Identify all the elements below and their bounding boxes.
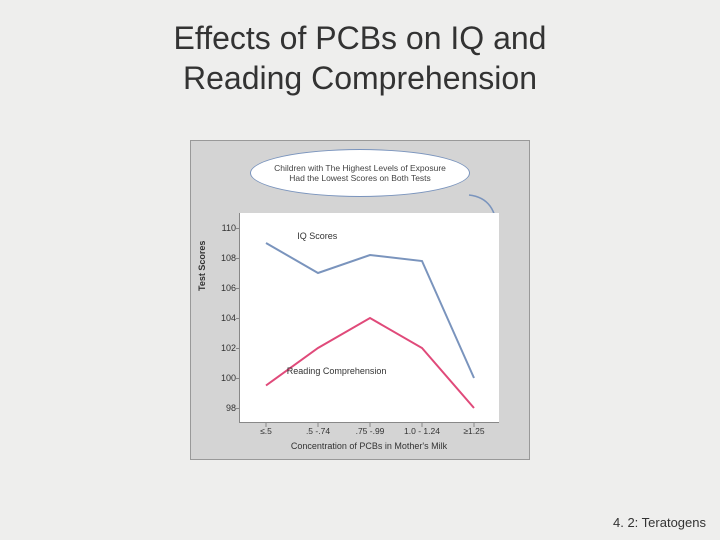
callout-bubble: Children with The Highest Levels of Expo… xyxy=(250,149,470,197)
x-tick-mark xyxy=(422,423,423,427)
footer-text: 4. 2: Teratogens xyxy=(613,515,706,530)
chart-container: Children with The Highest Levels of Expo… xyxy=(190,140,530,460)
y-tick-mark xyxy=(236,348,240,349)
y-tick-mark xyxy=(236,258,240,259)
x-tick-mark xyxy=(266,423,267,427)
x-axis-label: Concentration of PCBs in Mother's Milk xyxy=(239,441,499,451)
title-line-1: Effects of PCBs on IQ and xyxy=(174,20,547,56)
y-tick-mark xyxy=(236,318,240,319)
y-tick-mark xyxy=(236,378,240,379)
y-axis-label: Test Scores xyxy=(197,241,207,291)
series-line-iq-scores xyxy=(266,243,474,378)
callout-text: Children with The Highest Levels of Expo… xyxy=(269,163,451,183)
y-tick-mark xyxy=(236,228,240,229)
series-line-reading-comprehension xyxy=(266,318,474,408)
slide-title: Effects of PCBs on IQ and Reading Compre… xyxy=(0,0,720,98)
series-label-reading-comprehension: Reading Comprehension xyxy=(287,366,387,376)
series-label-iq-scores: IQ Scores xyxy=(297,231,337,241)
y-tick-mark xyxy=(236,288,240,289)
chart-lines xyxy=(240,213,499,422)
y-tick-mark xyxy=(236,408,240,409)
x-tick-mark xyxy=(370,423,371,427)
x-tick-mark xyxy=(474,423,475,427)
title-line-2: Reading Comprehension xyxy=(183,60,537,96)
plot-area: 98100102104106108110 ≤.5.5 -.74.75 -.991… xyxy=(239,213,499,423)
x-tick-mark xyxy=(318,423,319,427)
